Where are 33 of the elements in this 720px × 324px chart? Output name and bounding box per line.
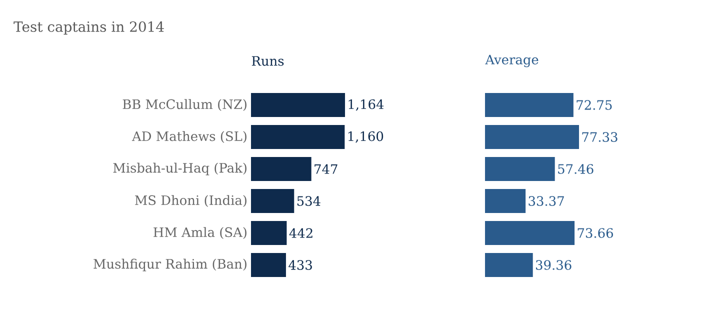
data-label: 73.66 (578, 228, 613, 238)
y-tick-label: MS Dhoni (India) (135, 195, 246, 207)
bar (251, 253, 286, 278)
y-tick-label: Misbah-ul-Haq (Pak) (113, 162, 246, 176)
bar (485, 221, 575, 245)
data-label: 72.75 (576, 100, 612, 110)
bar (485, 125, 580, 149)
bar (485, 157, 555, 181)
bar (485, 189, 526, 213)
data-label: 1,164 (348, 99, 384, 111)
chart-subtitle: Average (485, 54, 538, 68)
bar (485, 253, 533, 278)
bar (251, 221, 287, 245)
data-label: 57.46 (558, 164, 594, 174)
data-label: 77.33 (582, 132, 618, 142)
bar (251, 157, 312, 181)
data-label: 534 (297, 196, 320, 206)
y-tick-label: AD Mathews (SL) (132, 131, 246, 143)
data-label: 39.36 (536, 260, 572, 270)
data-label: 33.37 (528, 196, 564, 206)
bar (251, 125, 345, 149)
chart-subtitle: Runs (252, 56, 284, 66)
data-label: 433 (288, 260, 312, 270)
text: Test captains in 2014 (14, 21, 164, 35)
data-label: 442 (289, 228, 312, 238)
y-tick-label: HM Amla (SA) (154, 227, 246, 239)
data-label: 747 (314, 164, 338, 174)
y-tick-label: Mushfiqur Rahim (Ban) (94, 258, 246, 272)
bar (251, 93, 346, 117)
bar (251, 189, 294, 213)
data-label: 1,160 (348, 131, 384, 143)
bar (485, 93, 574, 117)
y-tick-label: BB McCullum (NZ) (122, 99, 246, 111)
